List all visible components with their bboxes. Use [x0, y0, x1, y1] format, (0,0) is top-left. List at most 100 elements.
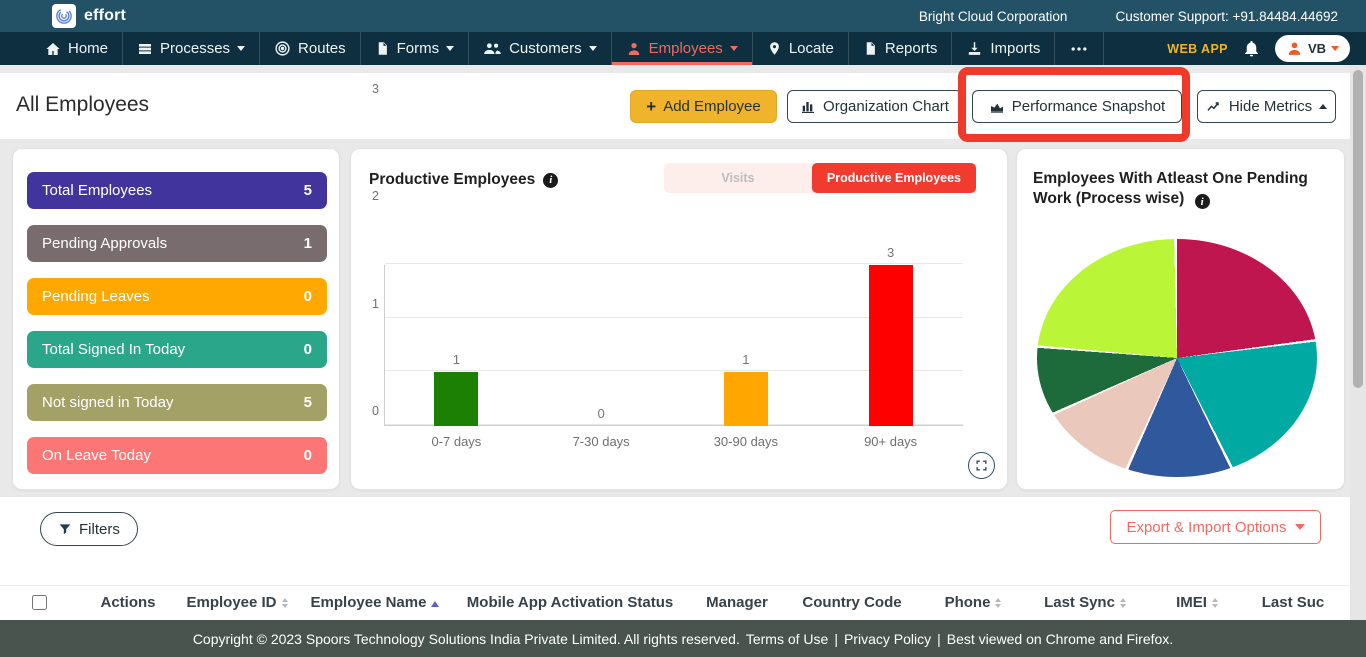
nav-item-customers[interactable]: Customers [469, 32, 612, 65]
metric-tile-not-signed-in-today[interactable]: Not signed in Today 5 [27, 384, 327, 421]
column-header-label[interactable]: Employee ID [186, 594, 277, 611]
filters-button[interactable]: Filters [40, 512, 138, 546]
column-header-actions: Actions [78, 594, 178, 611]
add-employee-button[interactable]: + Add Employee [630, 90, 777, 123]
scrollbar-track[interactable] [1350, 65, 1366, 620]
main-nav: Home Processes Routes Forms Customers Employe… [0, 32, 1366, 65]
column-header-label[interactable]: Manager [706, 594, 768, 611]
pie-chart-card: Employees With Atleast One Pending Work … [1016, 148, 1345, 490]
nav-item-imports[interactable]: Imports [952, 32, 1056, 65]
sort-up-icon [431, 601, 440, 607]
column-header-last-sync: Last Sync [1030, 594, 1140, 611]
nav-item-routes[interactable]: Routes [260, 32, 361, 65]
column-header-label[interactable]: Actions [100, 594, 156, 611]
export-import-options-button[interactable]: Export & Import Options [1110, 510, 1321, 544]
more-icon [1069, 39, 1089, 59]
nav-item-forms[interactable]: Forms [361, 32, 470, 65]
web-app-label[interactable]: WEB APP [1167, 41, 1228, 56]
hide-metrics-button[interactable]: Hide Metrics [1197, 90, 1336, 123]
user-avatar-icon [1286, 40, 1303, 57]
bar [434, 372, 479, 426]
metric-tile-pending-approvals[interactable]: Pending Approvals 1 [27, 225, 327, 262]
bar-value-label: 1 [742, 352, 750, 368]
user-initials: VB [1307, 41, 1326, 56]
column-header-label[interactable]: Mobile App Activation Status [466, 594, 674, 611]
x-axis-label: 30-90 days [713, 434, 779, 449]
nav-item-more[interactable] [1055, 32, 1105, 65]
toggle-productive-employees-tab[interactable]: Productive Employees [811, 163, 976, 193]
sort-ascending-icon[interactable] [431, 594, 440, 611]
column-header-label[interactable]: IMEI [1176, 594, 1207, 611]
bar [868, 265, 913, 426]
column-header-label[interactable]: Last Suc [1261, 594, 1325, 611]
notifications-bell-icon[interactable] [1242, 39, 1261, 58]
nav-item-processes[interactable]: Processes [123, 32, 261, 65]
bar-chart-plot: 0 1 2 3 [372, 82, 963, 426]
metric-tile-total-employees[interactable]: Total Employees 5 [27, 172, 327, 209]
metric-label: Pending Leaves [42, 288, 150, 305]
chevron-down-icon [446, 46, 455, 51]
info-icon[interactable]: i [1194, 194, 1210, 210]
scrollbar-thumb[interactable] [1353, 70, 1363, 388]
sort-up-icon [995, 597, 1002, 602]
file-icon [375, 41, 390, 56]
gridline: 2 [372, 189, 963, 318]
metric-label: On Leave Today [42, 447, 151, 464]
locate-icon [767, 41, 782, 56]
line-chart-icon [1206, 99, 1222, 115]
customer-support-text: Customer Support: +91.84484.44692 [1115, 8, 1338, 24]
sort-icon[interactable] [1119, 597, 1126, 608]
metric-tile-total-signed-in-today[interactable]: Total Signed In Today 0 [27, 331, 327, 368]
bar-chart-x-axis: 0-7 days 7-30 days 30-90 days 90+ days [384, 434, 963, 449]
toggle-visits-tab[interactable]: Visits [721, 171, 755, 185]
column-header-label[interactable]: Employee Name [310, 594, 427, 611]
privacy-policy-link[interactable]: Privacy Policy [843, 630, 932, 647]
gridline: 0 [372, 404, 963, 425]
select-all-checkbox[interactable] [31, 595, 47, 610]
sort-down-icon [1211, 603, 1218, 608]
nav-item-home[interactable]: Home [30, 32, 124, 65]
sort-icon[interactable] [995, 597, 1002, 608]
metric-value: 5 [303, 394, 312, 411]
metric-label: Pending Approvals [42, 235, 168, 252]
processes-icon [137, 41, 153, 57]
nav-item-employees[interactable]: Employees [611, 32, 753, 65]
column-header-employee-id: Employee ID [178, 594, 296, 611]
bar-value-label: 3 [887, 245, 895, 260]
user-menu-button[interactable]: VB [1274, 35, 1350, 62]
gridline: 3 [372, 82, 963, 264]
nav-item-locate[interactable]: Locate [753, 32, 849, 65]
sort-up-icon [1119, 597, 1126, 602]
bar [723, 372, 768, 426]
sort-down-icon [281, 603, 288, 608]
sort-up-icon [1211, 597, 1218, 602]
sort-icon[interactable] [1211, 597, 1218, 608]
metric-tile-on-leave-today[interactable]: On Leave Today 0 [27, 437, 327, 474]
bar-column: 1 [674, 265, 819, 426]
metric-tile-pending-leaves[interactable]: Pending Leaves 0 [27, 278, 327, 315]
bar-chart-title: Productive Employees [369, 171, 536, 188]
nav-item-label: Reports [884, 40, 938, 57]
column-header-label[interactable]: Phone [944, 594, 991, 611]
fullscreen-expand-icon[interactable] [968, 452, 995, 479]
nav-item-reports[interactable]: Reports [849, 32, 953, 65]
effort-logo-icon[interactable] [52, 4, 76, 28]
metric-value: 1 [303, 235, 312, 252]
column-header-label[interactable]: Country Code [802, 594, 902, 611]
performance-snapshot-label: Performance Snapshot [1011, 98, 1166, 115]
chart-toggle: Visits Productive Employees [663, 163, 976, 193]
terms-of-use-link[interactable]: Terms of Use [745, 630, 829, 647]
column-header-label[interactable]: Last Sync [1044, 594, 1115, 611]
y-axis-tick: 0 [372, 404, 379, 418]
organization-chart-button[interactable]: Organization Chart [787, 90, 962, 123]
metric-label: Total Signed In Today [42, 341, 186, 358]
metric-value: 0 [303, 288, 312, 305]
info-icon[interactable]: i [543, 172, 559, 188]
chevron-down-icon [1294, 524, 1305, 530]
performance-snapshot-button[interactable]: Performance Snapshot [972, 90, 1182, 123]
sort-up-icon [281, 597, 288, 602]
copyright-text: Copyright © 2023 Spoors Technology Solut… [192, 630, 740, 647]
sort-icon[interactable] [281, 597, 288, 608]
brand-name: effort [84, 7, 127, 24]
chevron-down-icon [588, 46, 597, 51]
